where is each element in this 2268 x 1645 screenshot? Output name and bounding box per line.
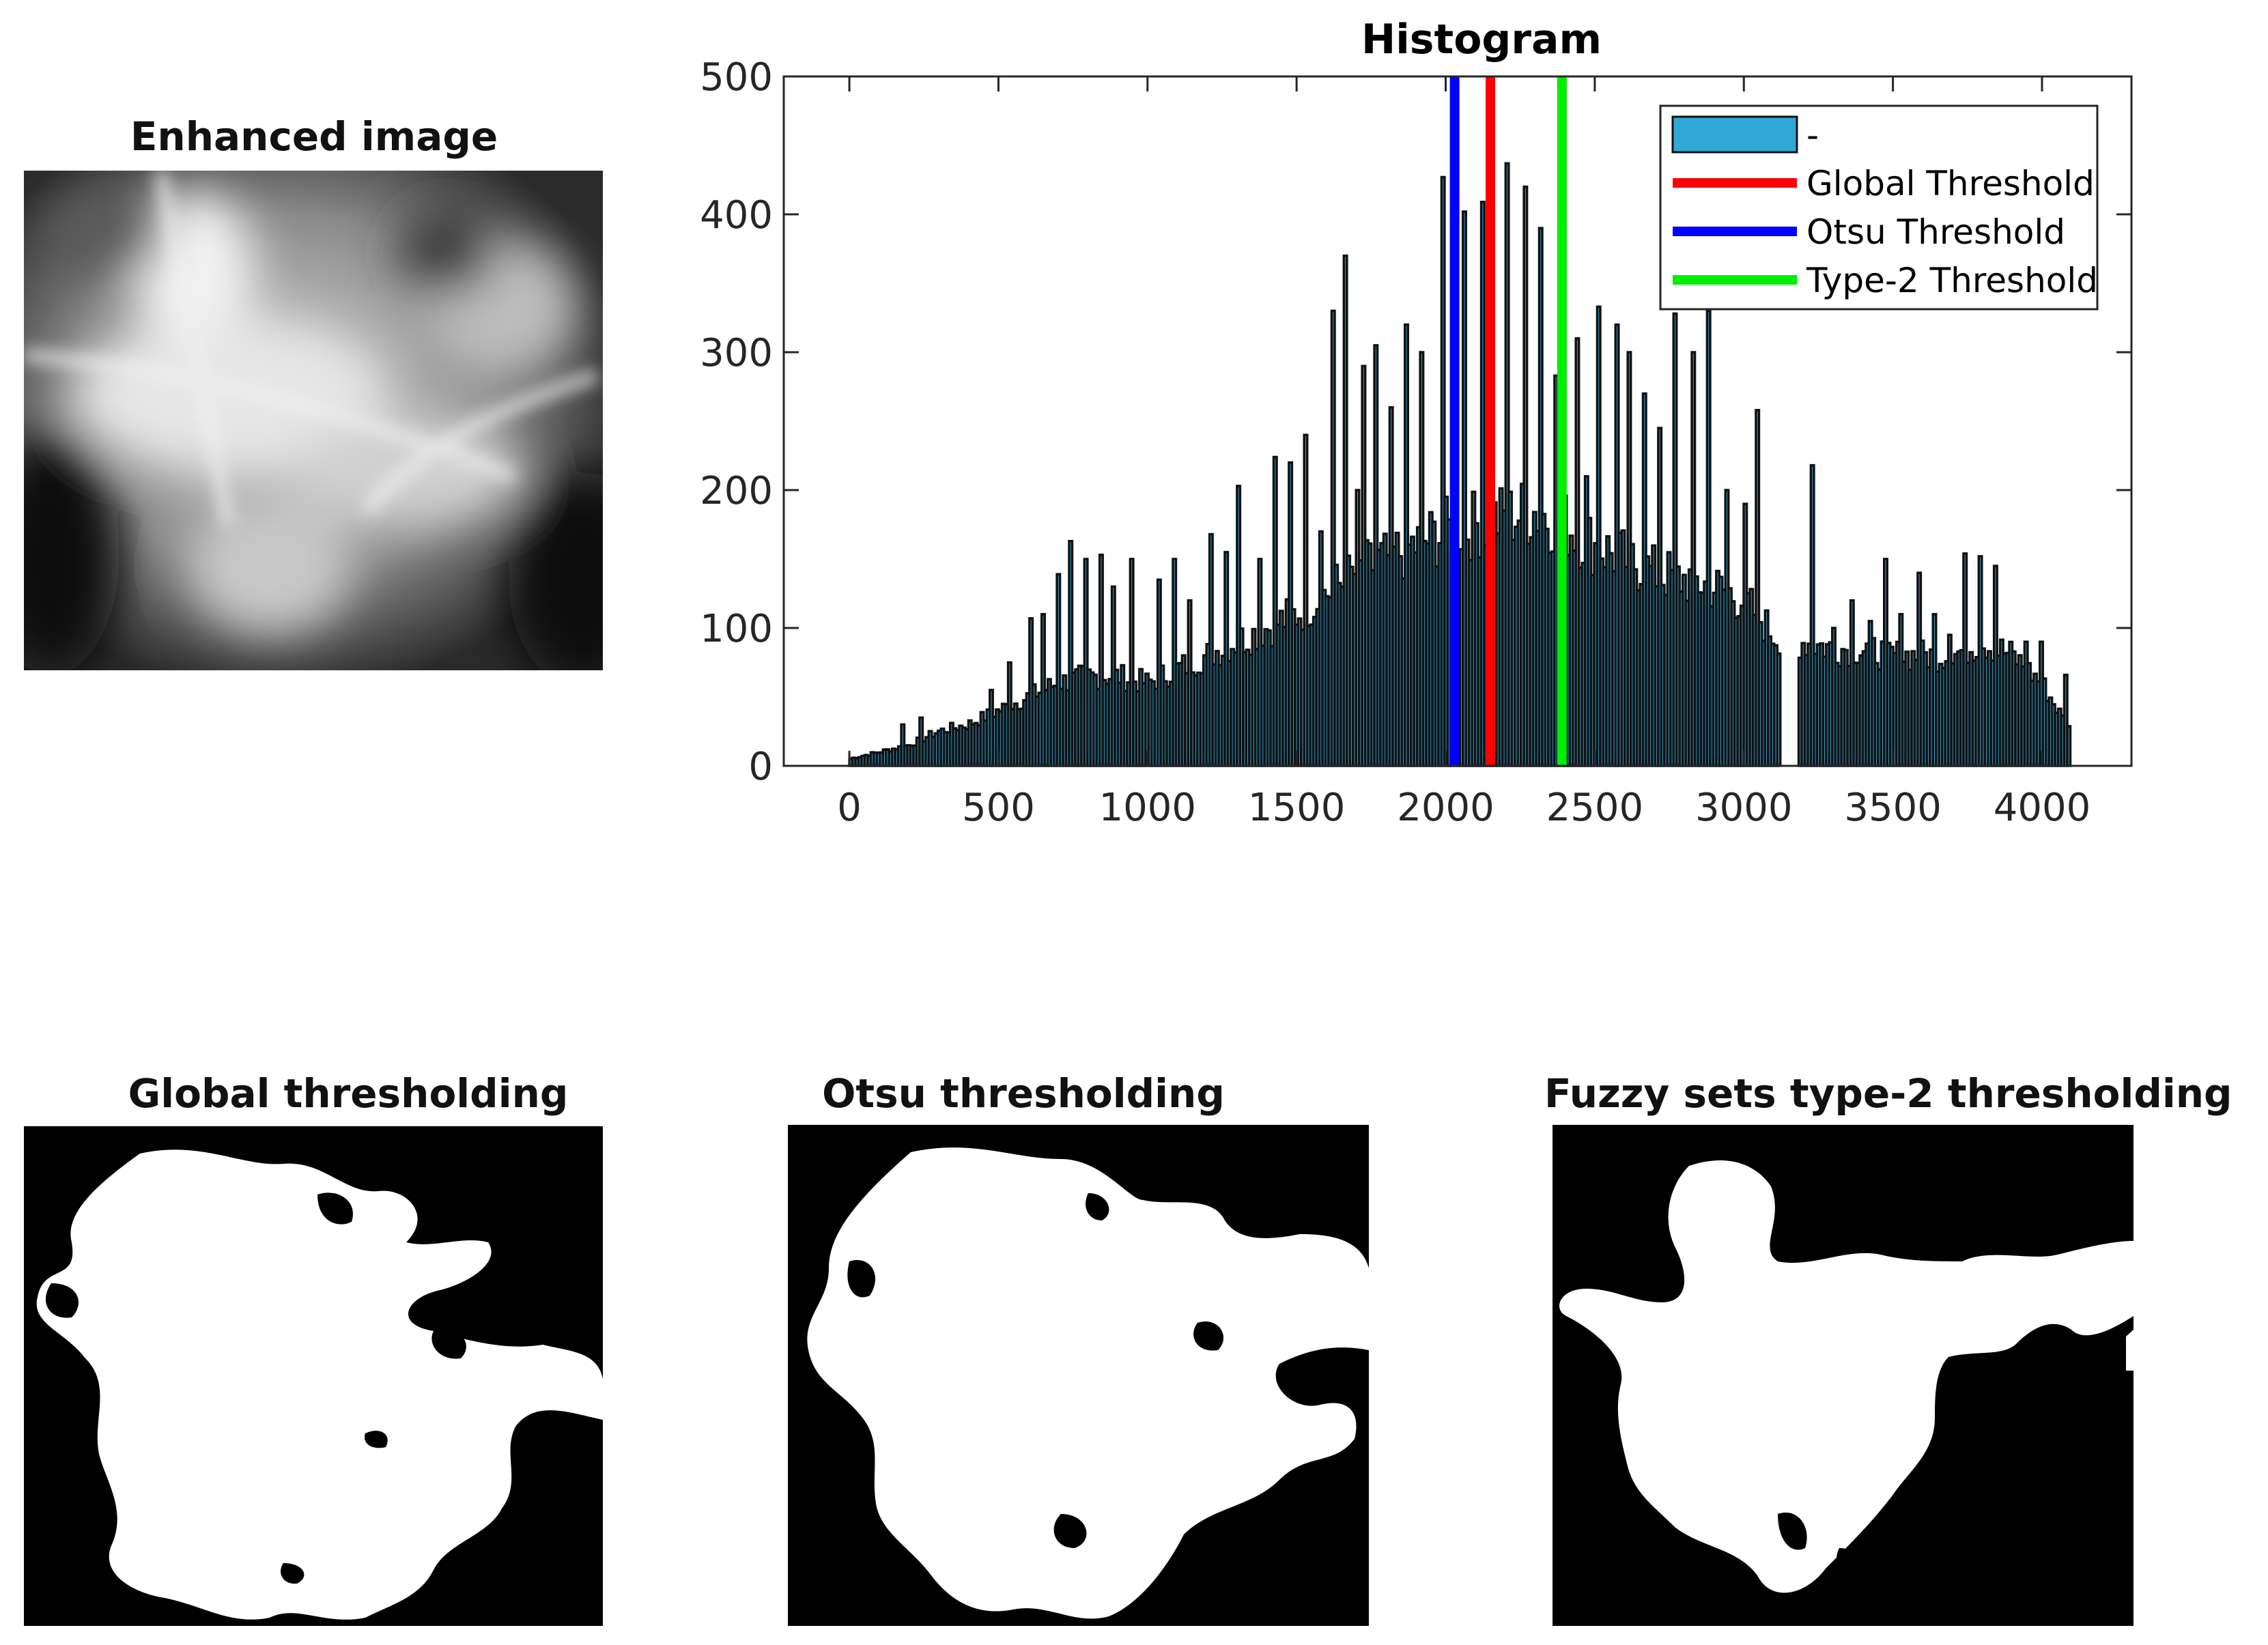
x-tick-label: 2500	[1546, 786, 1644, 830]
x-tick-label: 2000	[1397, 786, 1494, 830]
enhanced-image	[24, 171, 603, 670]
x-tick-label: 500	[962, 786, 1035, 830]
type2-thresholding-title: Fuzzy sets type-2 thresholding	[1544, 1070, 2232, 1117]
y-tick-label: 0	[748, 745, 773, 789]
histogram-bar	[2066, 725, 2072, 767]
otsu-thresholding-image	[788, 1125, 1369, 1626]
threshold-lines	[1449, 76, 1567, 766]
legend-label: Otsu Threshold	[1806, 212, 2065, 252]
histogram-legend: - Global Threshold Otsu Threshold Type-2 Th…	[1659, 104, 2099, 311]
histogram-bar	[1776, 652, 1782, 767]
legend-label: Type-2 Threshold	[1806, 261, 2098, 300]
x-tick-label: 1500	[1248, 786, 1346, 830]
y-tick-label: 300	[700, 331, 773, 375]
histogram-axes: 0 500 1000 1500 2000 2500 3000 3500 4000 0 100 200 3…	[700, 55, 2133, 830]
global-thresholding-title: Global thresholding	[128, 1070, 569, 1117]
x-tick-label: 3000	[1695, 786, 1793, 830]
legend-label: Global Threshold	[1806, 164, 2095, 203]
x-tick-label: 4000	[1994, 786, 2091, 830]
enhanced-image-title: Enhanced image	[130, 113, 498, 160]
y-tick-label: 100	[700, 607, 773, 651]
y-tick-label: 400	[700, 193, 773, 238]
global-thresholding-image	[24, 1126, 603, 1626]
x-tick-label: 1000	[1099, 786, 1197, 830]
legend-label: -	[1806, 115, 1819, 155]
y-tick-label: 500	[700, 55, 773, 100]
legend-symbol	[1671, 115, 1798, 154]
plot-frame	[782, 75, 2133, 767]
x-tick-label: 0	[837, 786, 862, 830]
histogram-title: Histogram	[1361, 16, 1602, 63]
histogram-chart: Histogram 0 500 1000 1500 2000 2500 3000 3500 40…	[700, 16, 2133, 830]
y-tick-label: 200	[700, 469, 773, 513]
x-tick-label: 3500	[1844, 786, 1942, 830]
otsu-thresholding-title: Otsu thresholding	[822, 1070, 1225, 1117]
type2-thresholding-image	[1553, 1125, 2134, 1626]
